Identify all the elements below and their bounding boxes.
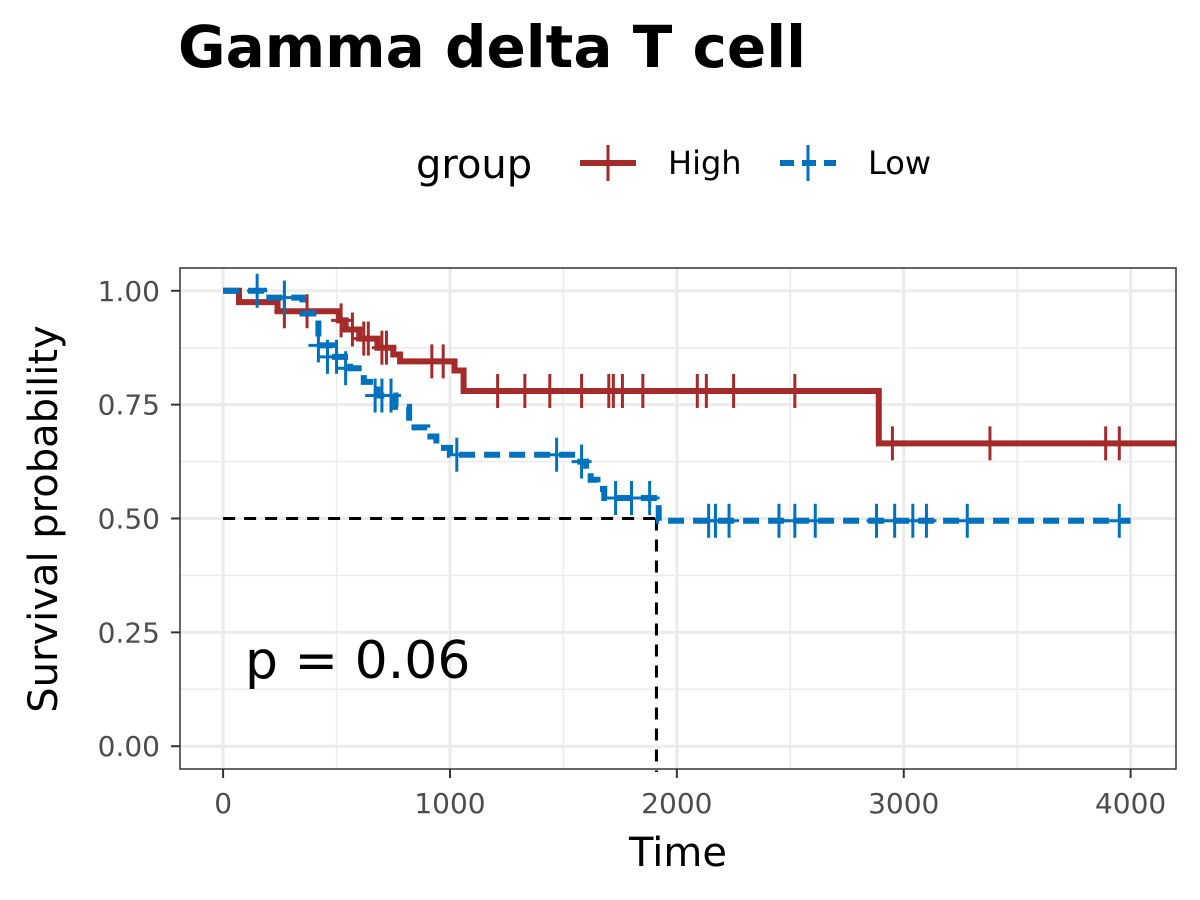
x-axis: 0 1000 2000 3000 4000 — [214, 769, 1166, 820]
median-lines — [223, 517, 658, 772]
legend-label-low: Low — [868, 144, 931, 182]
series-high — [223, 287, 1176, 461]
y-tick-label: 1.00 — [98, 275, 160, 308]
series-layer — [223, 273, 1176, 538]
legend-key-low — [780, 145, 836, 181]
x-tick-label: 1000 — [414, 787, 485, 820]
legend-key-high — [580, 145, 636, 181]
p-value-annotation: p = 0.06 — [245, 631, 470, 691]
x-tick-label: 2000 — [641, 787, 712, 820]
chart-title: Gamma delta T cell — [178, 13, 806, 81]
y-axis: 0.00 0.25 0.50 0.75 1.00 — [98, 275, 180, 763]
legend: group High Low — [416, 142, 931, 188]
x-tick-label: 4000 — [1095, 787, 1166, 820]
x-tick-label: 0 — [214, 787, 232, 820]
y-tick-label: 0.25 — [98, 616, 160, 649]
y-axis-title: Survival probability — [21, 325, 67, 712]
series-low — [223, 273, 1131, 538]
y-tick-label: 0.00 — [98, 730, 160, 763]
x-tick-label: 3000 — [868, 787, 939, 820]
legend-label-high: High — [668, 144, 742, 182]
y-tick-label: 0.75 — [98, 389, 160, 422]
legend-title: group — [416, 142, 532, 188]
x-axis-title: Time — [628, 830, 727, 876]
y-tick-label: 0.50 — [98, 503, 160, 536]
